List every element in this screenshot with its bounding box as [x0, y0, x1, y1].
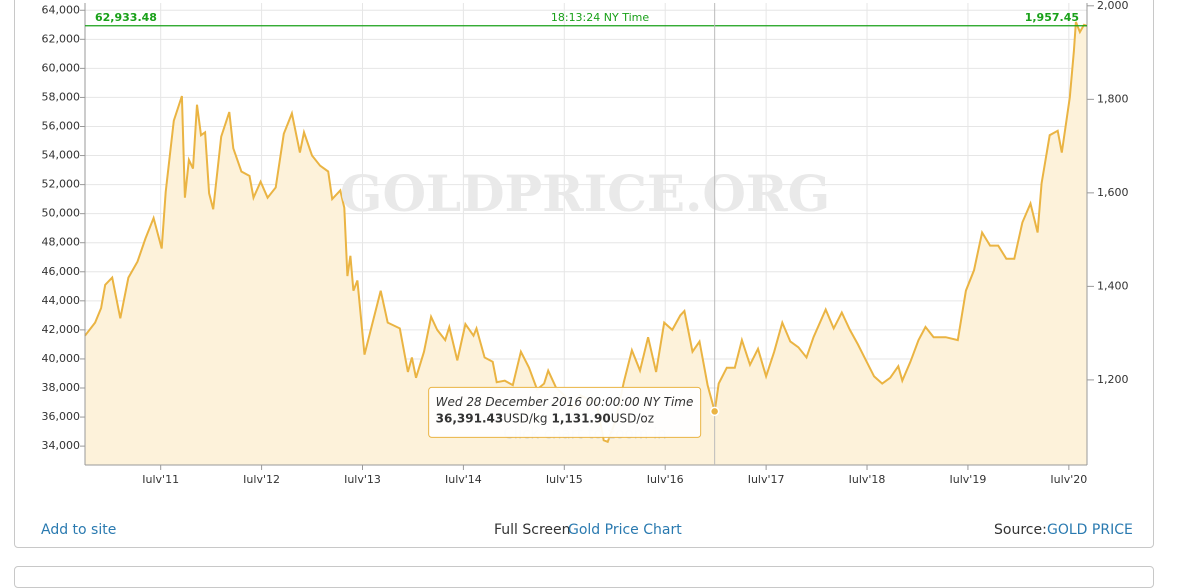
x-tick-label: Iulv'18: [849, 473, 886, 486]
x-tick-label: Iulv'14: [445, 473, 482, 486]
source-text: Source:: [994, 522, 1047, 538]
full-screen-text: Full Screen: [494, 522, 571, 538]
watermark: GOLDPRICE.ORG: [340, 164, 830, 223]
current-price-oz: 1,957.45: [1025, 11, 1079, 24]
current-price-kg: 62,933.48: [95, 11, 157, 24]
x-tick-label: Iulv'20: [1050, 473, 1087, 486]
y2-tick-label: 1,600: [1097, 186, 1129, 199]
source-link[interactable]: GOLD PRICE: [1047, 522, 1133, 538]
line: [84, 21, 1088, 444]
current-time: 18:13:24 NY Time: [551, 11, 649, 24]
footer: Add to site Full Screen Gold Price Chart…: [15, 516, 1153, 546]
y2-tick-label: 1,800: [1097, 92, 1129, 105]
tooltip-value: USD/oz: [611, 411, 654, 425]
y-tick-label: 40,000: [42, 352, 81, 365]
tooltip-date: Wed 28 December 2016 00:00:00 NY Time: [436, 395, 694, 409]
gold-price-chart-link[interactable]: Gold Price Chart: [568, 522, 682, 538]
y-tick-label: 44,000: [42, 294, 81, 307]
x-tick-label: Iulv'12: [243, 473, 280, 486]
tooltip-values: 36,391.43USD/kg 1,131.90USD/oz: [436, 411, 654, 425]
chart-frame: [14, 0, 1154, 548]
add-to-site-link[interactable]: Add to site: [41, 522, 117, 538]
x-tick-label: Iulv'15: [546, 473, 583, 486]
y-tick-label: 54,000: [42, 149, 81, 162]
tooltip-value: USD/kg: [503, 411, 547, 425]
y-tick-label: 34,000: [42, 439, 81, 452]
y-tick-label: 62,000: [42, 32, 81, 45]
tooltip-value: 1,131.90: [551, 411, 610, 425]
chart: 34,000 36,000 38,000 40,000 42,000 44,000 46,0…: [42, 0, 1129, 486]
y-tick-label: 36,000: [42, 410, 81, 423]
x-tick-label: Iulv'16: [647, 473, 684, 486]
area: [85, 21, 1087, 466]
x-tick-label: Iulv'13: [344, 473, 381, 486]
y-tick-label: 46,000: [42, 265, 81, 278]
y-tick-label: 50,000: [42, 207, 81, 220]
y-tick-label: 56,000: [42, 119, 81, 132]
x-tick-label: Iulv'11: [142, 473, 179, 486]
x-tick-label: Iulv'19: [950, 473, 987, 486]
y-tick-label: 58,000: [42, 90, 81, 103]
tooltip-value: 36,391.43: [436, 411, 504, 425]
y2-tick-label: 1,200: [1097, 373, 1129, 386]
hover-point: [709, 406, 720, 417]
next-panel: [14, 566, 1154, 588]
y-tick-label: 64,000: [42, 3, 81, 16]
y-tick-label: 52,000: [42, 178, 81, 191]
y-tick-label: 38,000: [42, 381, 81, 394]
page: 34,000 36,000 38,000 40,000 42,000 44,000 46,0…: [14, 0, 1154, 588]
x-tick-label: Iulv'17: [748, 473, 785, 486]
y2-tick-label: 2,000: [1097, 0, 1129, 12]
tooltip-box: [428, 386, 702, 438]
y-tick-label: 42,000: [42, 323, 81, 336]
y-tick-label: 60,000: [42, 61, 81, 74]
y2-tick-label: 1,400: [1097, 279, 1129, 292]
y-tick-label: 48,000: [42, 236, 81, 249]
